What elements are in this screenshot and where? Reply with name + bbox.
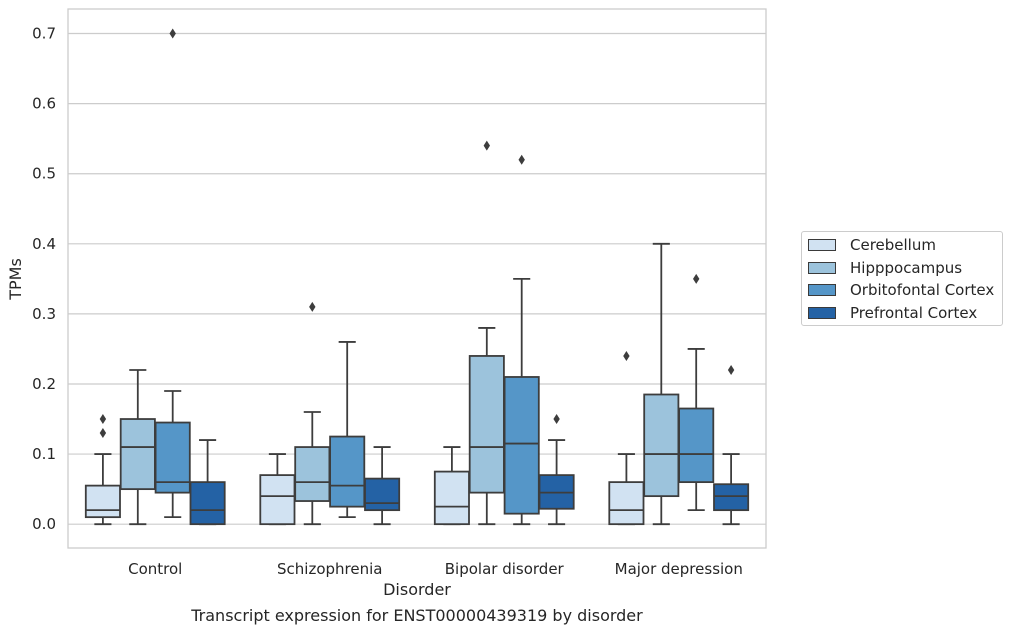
outlier-marker bbox=[553, 414, 560, 425]
legend-swatch bbox=[808, 239, 836, 251]
outlier-marker bbox=[693, 273, 700, 284]
box bbox=[119, 418, 156, 491]
box-plot bbox=[154, 28, 191, 519]
outlier-marker bbox=[169, 28, 176, 39]
legend-item: Orbitofontal Cortex bbox=[808, 279, 994, 301]
outlier-marker bbox=[309, 301, 316, 312]
y-tick-label: 0.7 bbox=[32, 25, 56, 43]
box-plot bbox=[189, 439, 226, 526]
x-tick-label: Schizophrenia bbox=[277, 560, 382, 578]
figure-caption: Transcript expression for ENST0000043931… bbox=[191, 606, 643, 625]
box bbox=[154, 421, 191, 494]
box-plot bbox=[84, 414, 121, 526]
legend-item: Cerebellum bbox=[808, 234, 936, 256]
box-plot-groups bbox=[84, 28, 750, 526]
legend-label: Prefrontal Cortex bbox=[850, 303, 978, 322]
legend-item: Hipppocampus bbox=[808, 257, 962, 279]
box bbox=[433, 470, 470, 526]
box bbox=[189, 481, 226, 526]
y-tick-label: 0.5 bbox=[32, 165, 56, 183]
x-tick-label: Bipolar disorder bbox=[445, 560, 565, 578]
box bbox=[329, 435, 366, 508]
box-plot bbox=[503, 154, 540, 526]
outlier-marker bbox=[727, 364, 735, 375]
x-axis-title: Disorder bbox=[383, 580, 451, 599]
box bbox=[608, 481, 645, 526]
box-plot bbox=[119, 369, 156, 526]
y-tick-label: 0.0 bbox=[32, 515, 56, 533]
legend-label: Cerebellum bbox=[850, 236, 936, 254]
legend-swatch bbox=[808, 261, 836, 274]
box-plot bbox=[538, 414, 575, 526]
box-plot bbox=[433, 446, 470, 526]
x-axis-ticks: Control Schizophrenia Bipolar disorder Majo… bbox=[128, 560, 743, 578]
outlier-marker bbox=[99, 414, 107, 425]
box-plot bbox=[364, 446, 401, 526]
box bbox=[713, 483, 750, 512]
box-plot bbox=[713, 364, 750, 526]
legend-item: Prefrontal Cortex bbox=[808, 302, 977, 324]
x-tick-label: Major depression bbox=[615, 560, 743, 578]
y-axis-title: TPMs bbox=[6, 258, 25, 301]
y-tick-label: 0.4 bbox=[32, 235, 56, 253]
box bbox=[84, 484, 121, 519]
legend: Cerebellum Hipppocampus Orbitofontal Corte… bbox=[801, 231, 1003, 326]
box-plot bbox=[329, 341, 366, 519]
box bbox=[678, 407, 715, 484]
box-plot bbox=[294, 301, 331, 526]
y-tick-label: 0.3 bbox=[32, 305, 56, 323]
box bbox=[643, 393, 680, 498]
box-plot bbox=[643, 242, 680, 526]
box-plot bbox=[608, 350, 645, 526]
box bbox=[503, 376, 540, 515]
box-plot bbox=[468, 140, 505, 526]
plot-area-frame bbox=[67, 8, 767, 549]
outlier-marker bbox=[483, 140, 490, 151]
y-axis-ticks: 0.0 0.1 0.2 0.3 0.4 0.5 0.6 0.7 bbox=[32, 25, 56, 534]
box-plot bbox=[259, 453, 296, 526]
x-tick-label: Control bbox=[128, 560, 182, 578]
outlier-marker bbox=[518, 154, 525, 165]
box bbox=[294, 446, 331, 502]
box bbox=[364, 477, 401, 512]
outlier-marker bbox=[623, 350, 630, 361]
box bbox=[468, 355, 505, 494]
box bbox=[259, 474, 296, 526]
legend-swatch bbox=[808, 306, 836, 319]
outlier-marker bbox=[99, 428, 107, 439]
legend-label: Orbitofontal Cortex bbox=[850, 281, 995, 299]
y-tick-label: 0.6 bbox=[32, 95, 56, 113]
legend-label: Hipppocampus bbox=[850, 258, 963, 277]
y-tick-label: 0.1 bbox=[32, 445, 56, 463]
y-tick-label: 0.2 bbox=[32, 375, 56, 393]
box-plot bbox=[678, 273, 715, 512]
legend-swatch bbox=[808, 284, 836, 296]
